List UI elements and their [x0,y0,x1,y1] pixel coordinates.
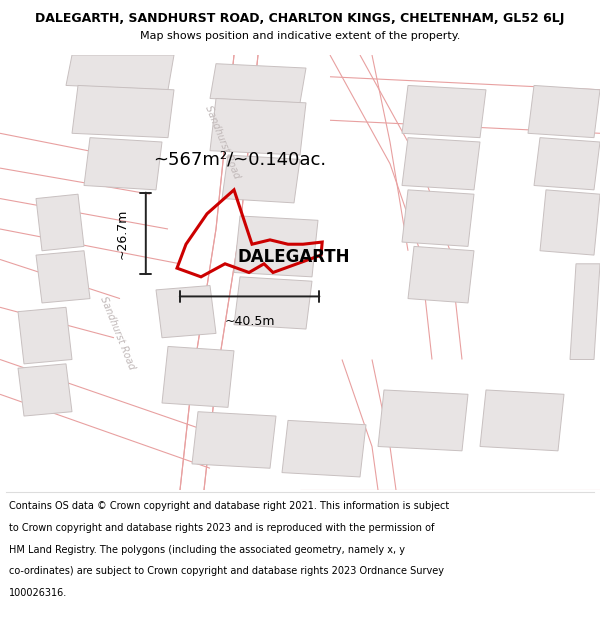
Polygon shape [192,412,276,468]
Polygon shape [84,138,162,190]
Polygon shape [540,190,600,255]
Text: DALEGARTH, SANDHURST ROAD, CHARLTON KINGS, CHELTENHAM, GL52 6LJ: DALEGARTH, SANDHURST ROAD, CHARLTON KING… [35,12,565,25]
Polygon shape [534,138,600,190]
Text: Sandhurst Road: Sandhurst Road [203,104,241,180]
Polygon shape [210,64,306,103]
Text: ~40.5m: ~40.5m [224,315,275,328]
Polygon shape [18,364,72,416]
Polygon shape [162,346,234,408]
Polygon shape [570,264,600,359]
Text: co-ordinates) are subject to Crown copyright and database rights 2023 Ordnance S: co-ordinates) are subject to Crown copyr… [9,566,444,576]
Polygon shape [528,86,600,138]
Polygon shape [234,277,312,329]
Polygon shape [402,138,480,190]
Polygon shape [18,308,72,364]
Polygon shape [156,286,216,338]
Polygon shape [36,251,90,303]
Text: Contains OS data © Crown copyright and database right 2021. This information is : Contains OS data © Crown copyright and d… [9,501,449,511]
Polygon shape [234,216,318,277]
Text: Sandhurst Road: Sandhurst Road [98,296,136,371]
Polygon shape [408,246,474,303]
Polygon shape [222,155,300,203]
Text: ~567m²/~0.140ac.: ~567m²/~0.140ac. [153,151,326,168]
Polygon shape [402,86,486,138]
Polygon shape [378,390,468,451]
Polygon shape [36,194,84,251]
Polygon shape [402,190,474,246]
Text: to Crown copyright and database rights 2023 and is reproduced with the permissio: to Crown copyright and database rights 2… [9,523,434,533]
Text: ~26.7m: ~26.7m [116,208,129,259]
Polygon shape [282,421,366,477]
Text: Map shows position and indicative extent of the property.: Map shows position and indicative extent… [140,31,460,41]
Text: DALEGARTH: DALEGARTH [238,248,350,266]
Polygon shape [210,99,306,155]
Polygon shape [66,55,174,90]
Text: HM Land Registry. The polygons (including the associated geometry, namely x, y: HM Land Registry. The polygons (includin… [9,544,405,554]
Text: 100026316.: 100026316. [9,588,67,598]
Polygon shape [72,86,174,138]
Polygon shape [480,390,564,451]
